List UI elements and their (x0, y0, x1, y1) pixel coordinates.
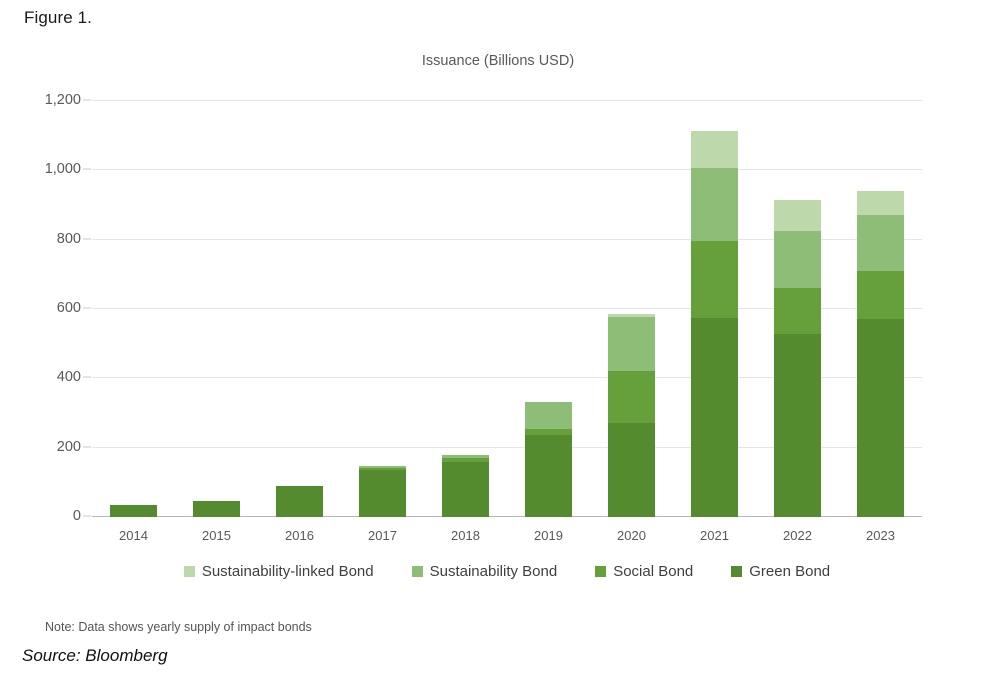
bar-segment[interactable] (192, 501, 241, 517)
x-axis-tick-label: 2015 (202, 528, 231, 543)
bar-segment[interactable] (690, 167, 739, 242)
bar-segment[interactable] (109, 504, 158, 517)
gridline-0: 0 (73, 508, 922, 524)
bar-segment[interactable] (773, 200, 822, 232)
bar-segment[interactable] (773, 333, 822, 517)
y-axis-tick-label: 0 (72, 508, 81, 524)
x-axis-tick-label: 2014 (119, 528, 148, 543)
y-axis-tick-label: 1,200 (44, 92, 81, 108)
bar-segment[interactable] (358, 465, 407, 468)
bar-stack[interactable] (773, 200, 822, 517)
bar-stack[interactable] (690, 131, 739, 517)
bar-segment[interactable] (856, 214, 905, 272)
gridline-600: 600 (57, 300, 922, 316)
bar-slot-2022: 2022 (756, 101, 839, 543)
y-tick-mark (83, 515, 91, 517)
gridline-400: 400 (57, 369, 922, 385)
bar-segment[interactable] (856, 191, 905, 215)
x-axis-tick-label: 2020 (617, 528, 646, 543)
legend-label: Sustainability-linked Bond (201, 563, 374, 580)
bar-segment[interactable] (358, 469, 407, 517)
bar-segment[interactable] (856, 271, 905, 319)
bar-slot-2016: 2016 (258, 101, 341, 543)
y-axis-tick-label: 400 (56, 369, 81, 386)
y-axis-tick-label: 800 (56, 230, 81, 247)
bar-slot-2014: 2014 (92, 101, 175, 543)
bar-segment[interactable] (607, 423, 656, 517)
bar-segment[interactable] (358, 467, 407, 470)
bar-stack[interactable] (856, 191, 905, 517)
bar-slot-2018: 2018 (424, 101, 507, 543)
bar-segment[interactable] (690, 131, 739, 168)
legend-label: Sustainability Bond (429, 563, 558, 580)
legend-swatch-icon (595, 566, 607, 577)
gridline-1000: 1,000 (45, 161, 922, 177)
y-tick-mark (83, 99, 91, 101)
y-axis-tick-label: 200 (56, 438, 81, 455)
bar-segment[interactable] (441, 458, 490, 462)
bar-segment[interactable] (773, 231, 822, 288)
bar-stack[interactable] (109, 504, 158, 517)
chart-source: Source: Bloomberg (22, 646, 168, 665)
gridline-800: 800 (57, 231, 922, 247)
legend-item[interactable]: Social Bond (595, 563, 693, 580)
y-tick-mark (83, 446, 91, 448)
legend-item[interactable]: Green Bond (731, 563, 830, 580)
x-axis-tick-label: 2016 (285, 528, 314, 543)
bar-stack[interactable] (441, 454, 490, 517)
x-axis-tick-label: 2022 (783, 528, 812, 543)
bar-segment[interactable] (441, 454, 490, 459)
chart-title: Issuance (Billions USD) (421, 53, 575, 69)
bar-slot-2019: 2019 (507, 101, 590, 543)
legend-label: Green Bond (749, 563, 831, 580)
bar-stack[interactable] (275, 485, 324, 517)
x-axis-tick-label: 2019 (534, 528, 563, 543)
figure-label: Figure 1. (24, 8, 92, 27)
bar-slot-2017: 2017 (341, 101, 424, 543)
chart-note: Note: Data shows yearly supply of impact… (45, 620, 312, 634)
plot-area: 0 200 400 600 800 1,000 1,200 2014 2015 2016 2017… (45, 92, 922, 543)
bar-segment[interactable] (441, 461, 490, 517)
bar-slot-2015: 2015 (175, 101, 258, 543)
y-axis-tick-label: 600 (56, 300, 81, 316)
bar-segment[interactable] (524, 434, 573, 517)
bar-slot-2023: 2023 (839, 101, 922, 543)
legend-swatch-icon (411, 566, 423, 577)
bar-stack[interactable] (358, 465, 407, 517)
bar-segment[interactable] (856, 318, 905, 517)
bar-segment[interactable] (607, 370, 656, 424)
bar-stack[interactable] (607, 313, 656, 517)
gridline-1200: 1,200 (45, 92, 922, 108)
y-axis-tick-label: 1,000 (44, 161, 81, 178)
bar-segment[interactable] (773, 287, 822, 334)
legend-item[interactable]: Sustainability Bond (411, 563, 558, 580)
x-axis-tick-label: 2021 (700, 528, 729, 543)
bar-slot-2021: 2021 (673, 101, 756, 543)
gridline-200: 200 (57, 439, 922, 455)
x-axis-tick-label: 2017 (368, 528, 397, 543)
bar-segment[interactable] (275, 485, 324, 517)
chart-legend: Sustainability-linked Bond Sustainability… (92, 563, 922, 580)
legend-label: Social Bond (613, 563, 694, 580)
bar-segment[interactable] (524, 428, 573, 435)
legend-swatch-icon (731, 566, 743, 577)
x-axis-tick-label: 2018 (451, 528, 480, 543)
x-axis-tick-label: 2023 (866, 528, 895, 543)
bar-segment[interactable] (524, 401, 573, 429)
bar-stack[interactable] (524, 401, 573, 517)
bar-segment[interactable] (690, 241, 739, 318)
y-tick-mark (83, 376, 91, 378)
y-tick-mark (83, 307, 91, 309)
y-tick-mark (83, 238, 91, 240)
legend-item[interactable]: Sustainability-linked Bond (183, 563, 374, 580)
y-tick-mark (83, 168, 91, 170)
bar-stack[interactable] (192, 501, 241, 517)
bar-segment[interactable] (607, 313, 656, 317)
bar-group: 2014 2015 2016 2017 2018 2019 2020 2021 2022 2023 (92, 101, 922, 543)
bar-segment[interactable] (690, 317, 739, 517)
bar-segment[interactable] (607, 316, 656, 371)
legend-swatch-icon (183, 566, 195, 577)
bar-slot-2020: 2020 (590, 101, 673, 543)
